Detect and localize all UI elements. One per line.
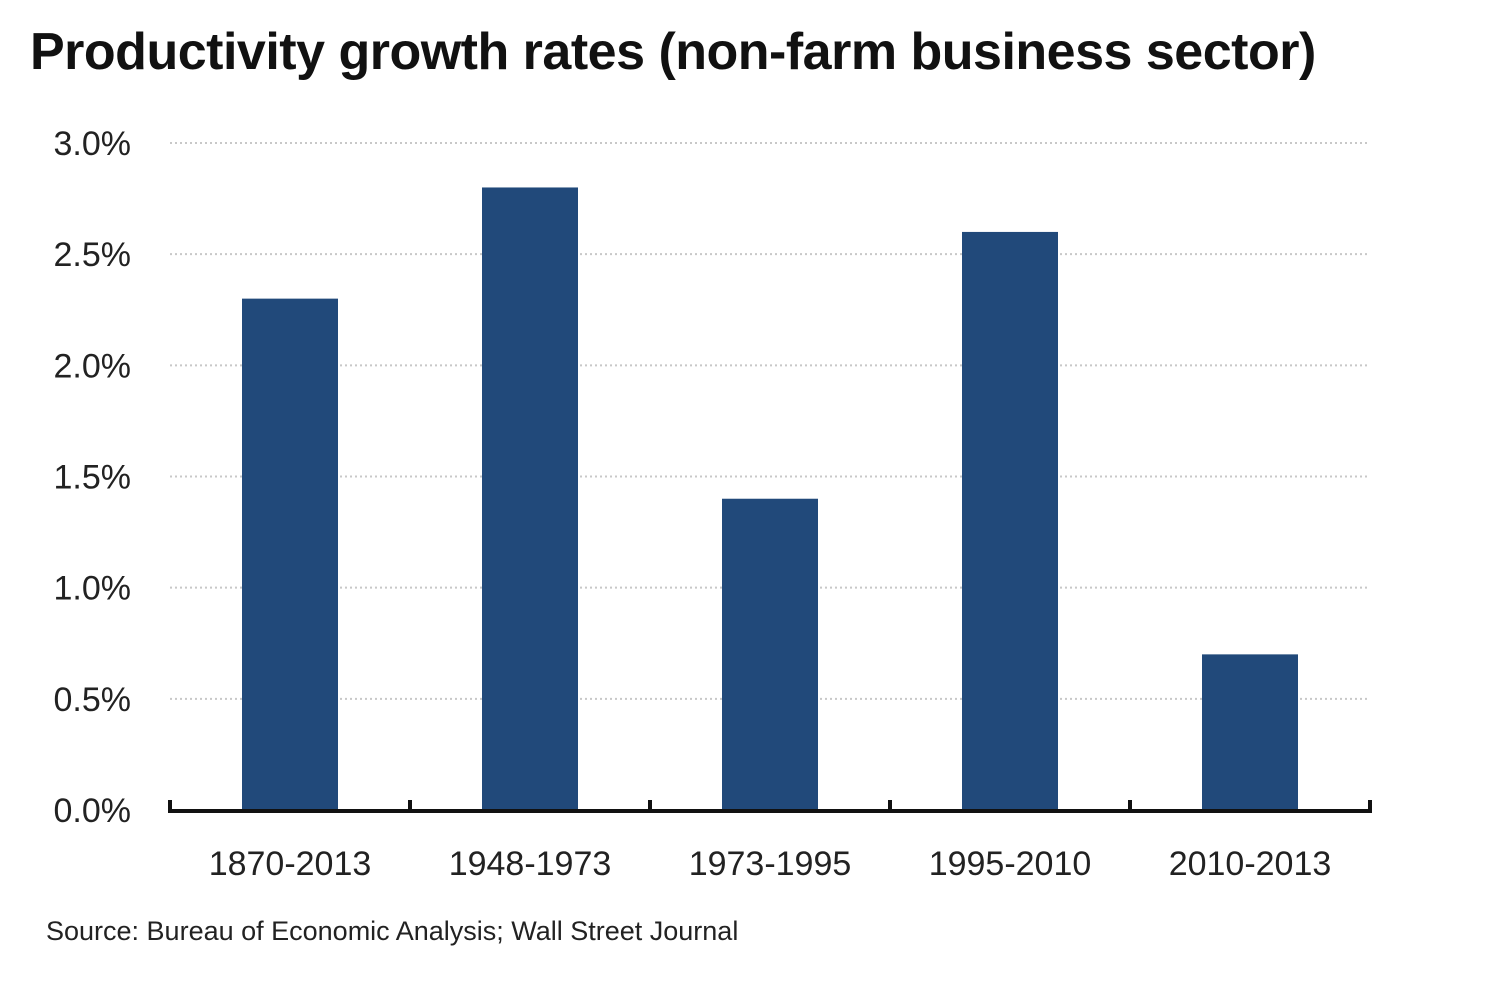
y-tick-label: 1.0% — [54, 570, 132, 608]
bar-1870-2013 — [242, 298, 338, 810]
x-axis — [168, 800, 1372, 813]
y-tick-label: 2.5% — [54, 236, 132, 274]
x-tick-label: 1870-2013 — [209, 845, 372, 883]
x-tick-label: 2010-2013 — [1169, 845, 1332, 883]
source-note: Source: Bureau of Economic Analysis; Wal… — [46, 916, 739, 946]
bars — [242, 187, 1298, 810]
bar-1948-1973 — [482, 187, 578, 810]
chart-title: Productivity growth rates (non-farm busi… — [30, 23, 1316, 81]
bar-1995-2010 — [962, 231, 1058, 810]
x-tick-label: 1973-1995 — [689, 845, 852, 883]
y-tick-label: 0.0% — [54, 792, 132, 830]
y-tick-label: 0.5% — [54, 681, 132, 719]
bar-2010-2013 — [1202, 654, 1298, 810]
x-axis-tick-labels: 1870-2013 1948-1973 1973-1995 1995-2010 2010… — [209, 845, 1332, 883]
x-tick-label: 1995-2010 — [929, 845, 1092, 883]
y-tick-label: 2.0% — [54, 347, 132, 385]
y-axis-tick-labels: 0.0% 0.5% 1.0% 1.5% 2.0% 2.5% 3.0% — [54, 125, 132, 830]
y-tick-label: 3.0% — [54, 125, 132, 163]
y-tick-label: 1.5% — [54, 459, 132, 497]
bar-1973-1995 — [722, 498, 818, 810]
x-tick-label: 1948-1973 — [449, 845, 612, 883]
